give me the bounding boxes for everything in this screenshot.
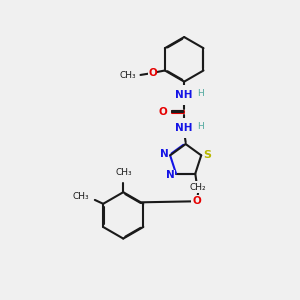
Text: O: O <box>192 196 201 206</box>
Text: NH: NH <box>176 123 193 133</box>
Text: CH₃: CH₃ <box>72 193 89 202</box>
Text: NH: NH <box>176 90 193 100</box>
Text: S: S <box>204 150 212 161</box>
Text: H: H <box>197 122 203 131</box>
Text: N: N <box>166 170 175 180</box>
Text: CH₂: CH₂ <box>190 182 207 191</box>
Text: CH₃: CH₃ <box>116 168 132 177</box>
Text: N: N <box>160 149 169 159</box>
Text: O: O <box>158 107 167 117</box>
Text: O: O <box>148 68 157 78</box>
Text: H: H <box>197 89 203 98</box>
Text: CH₃: CH₃ <box>119 71 136 80</box>
